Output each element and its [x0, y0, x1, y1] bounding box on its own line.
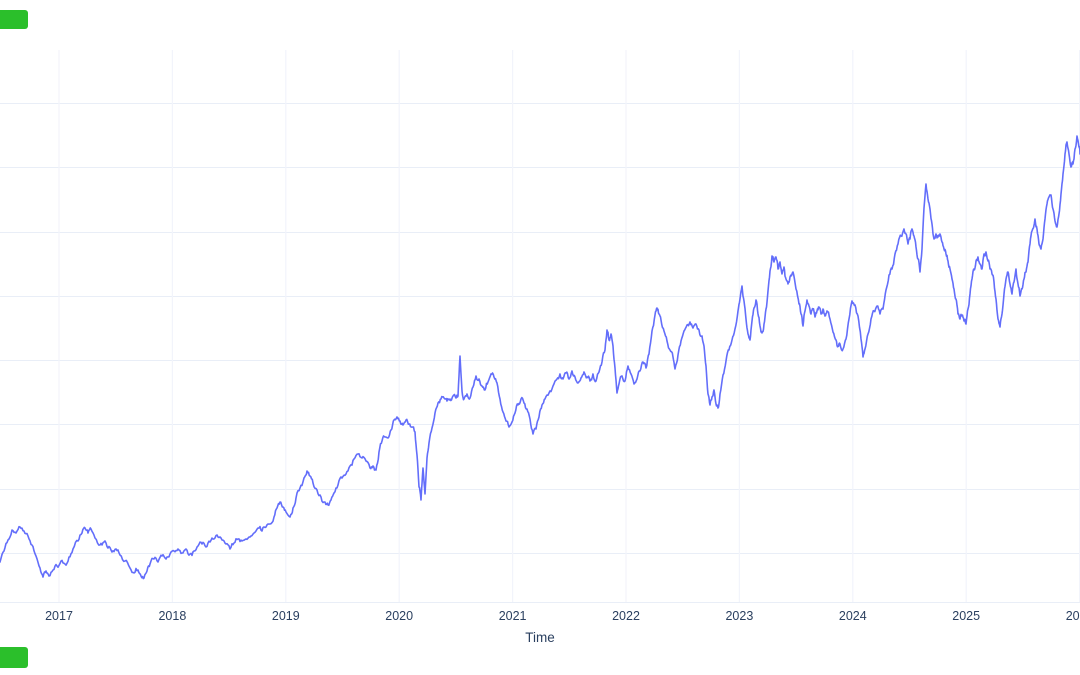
clipped-green-button-bottom[interactable]	[0, 647, 28, 668]
x-axis-title: Time	[525, 629, 555, 645]
line-series[interactable]	[0, 135, 1080, 580]
clipped-green-button-top[interactable]	[0, 10, 28, 29]
